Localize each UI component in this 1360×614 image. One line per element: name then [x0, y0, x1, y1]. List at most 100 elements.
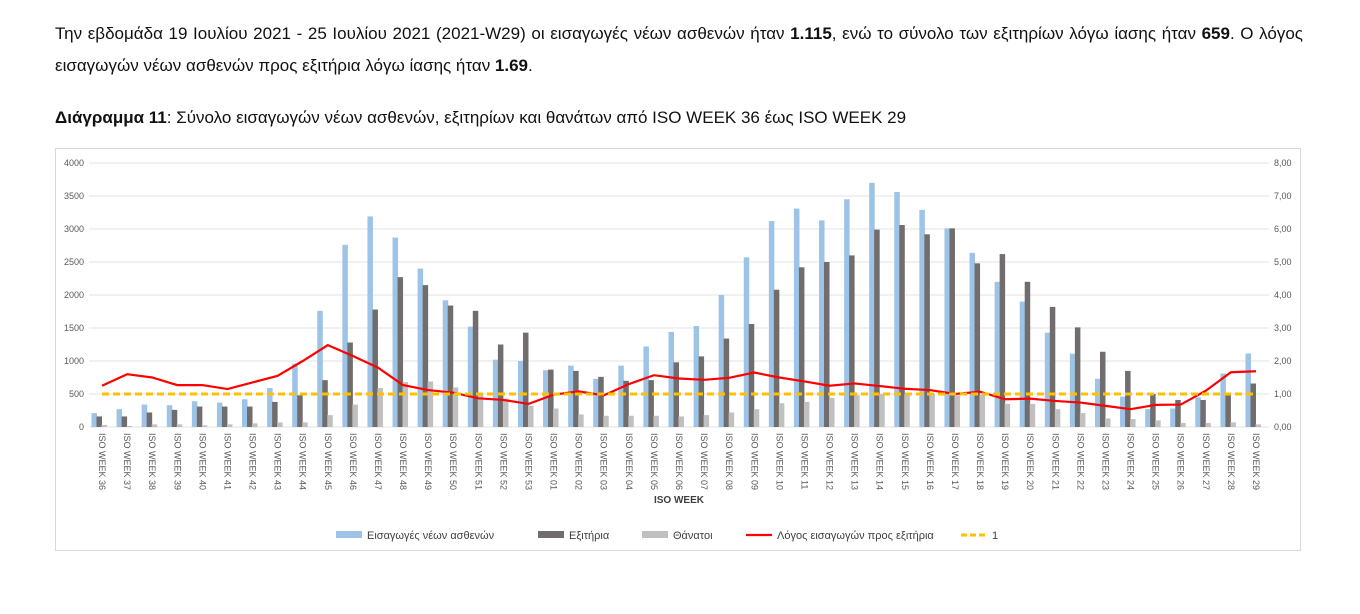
y-tick-label: 4000: [64, 158, 84, 168]
x-tick-label: ISO WEEK 23: [1100, 433, 1110, 490]
bar-admissions: [844, 199, 850, 427]
bar-admissions: [1044, 332, 1051, 427]
bar-deaths: [1079, 413, 1086, 427]
ratio-value: 1.69: [494, 56, 529, 75]
bar-deaths: [803, 401, 810, 427]
bar-discharges: [247, 406, 253, 427]
bar-admissions: [91, 413, 97, 427]
bar-discharges: [974, 263, 981, 427]
bar-deaths: [252, 423, 258, 427]
y-tick-label: 2000: [64, 290, 84, 300]
y2-tick-label: 8,00: [1274, 158, 1292, 168]
bar-deaths: [979, 394, 986, 427]
bar-discharges: [96, 416, 102, 427]
bar-discharges: [1200, 399, 1206, 427]
bar-admissions: [1069, 353, 1076, 427]
x-tick-label: ISO WEEK 40: [197, 433, 207, 490]
x-tick-label: ISO WEEK 46: [348, 433, 358, 490]
x-tick-label: ISO WEEK 43: [273, 433, 283, 490]
x-tick-label: ISO WEEK 13: [850, 433, 860, 490]
bar-deaths: [126, 426, 133, 427]
x-tick-label: ISO WEEK 17: [950, 433, 960, 490]
y2-tick-label: 1,00: [1274, 389, 1292, 399]
bar-discharges: [949, 228, 955, 427]
bar-admissions: [718, 295, 725, 427]
bar-discharges: [372, 309, 378, 427]
bar-admissions: [869, 182, 875, 427]
bar-deaths: [1104, 418, 1111, 427]
bar-discharges: [773, 289, 780, 427]
x-tick-label: ISO WEEK 26: [1176, 433, 1186, 490]
x-tick-label: ISO WEEK 44: [298, 433, 308, 490]
bar-discharges: [422, 285, 429, 427]
caption-label: Διάγραμμα 11: [55, 108, 167, 127]
bar-deaths: [653, 415, 659, 427]
discharges-value: 659: [1201, 24, 1230, 43]
x-tick-label: ISO WEEK 20: [1025, 433, 1035, 490]
bar-deaths: [427, 381, 434, 427]
bar-deaths: [176, 424, 183, 427]
chart: 0 500 1000 1500 2000 2500 3000 3500 4000 0,00 1,00…: [55, 148, 1301, 551]
bar-admissions: [568, 365, 574, 427]
x-tick-label: ISO WEEK 10: [774, 433, 784, 490]
bar-discharges: [548, 369, 554, 427]
bar-admissions: [793, 208, 800, 427]
bar-deaths: [1255, 424, 1261, 427]
bar-deaths: [703, 415, 710, 427]
x-tick-label: ISO WEEK 52: [498, 433, 508, 490]
x-tick-label: ISO WEEK 21: [1050, 433, 1060, 490]
bar-deaths: [1004, 403, 1011, 427]
x-tick-label: ISO WEEK 45: [323, 433, 333, 490]
x-tick-label: ISO WEEK 18: [975, 433, 985, 490]
x-tick-label: ISO WEEK 25: [1151, 433, 1161, 490]
bar-admissions: [492, 359, 499, 427]
bar-deaths: [954, 395, 960, 427]
x-tick-label: ISO WEEK 03: [599, 433, 609, 490]
x-tick-label: ISO WEEK 08: [724, 433, 734, 490]
x-tick-label: ISO WEEK 19: [1000, 433, 1010, 490]
bar-discharges: [598, 376, 604, 427]
x-tick-label: ISO WEEK 22: [1075, 433, 1085, 490]
bar-admissions: [467, 326, 474, 427]
summary-text: , ενώ το σύνολο των εξιτηρίων λόγω ίασης…: [831, 24, 1202, 43]
y2-tick-label: 3,00: [1274, 323, 1292, 333]
summary-text: .: [528, 56, 533, 75]
y-tick-label: 1500: [64, 323, 84, 333]
caption-text: : Σύνολο εισαγωγών νέων ασθενών, εξιτηρί…: [166, 108, 907, 127]
bar-admissions: [593, 378, 599, 427]
y2-tick-label: 7,00: [1274, 191, 1292, 201]
bar-deaths: [578, 414, 584, 427]
bar-discharges: [573, 370, 579, 427]
x-tick-label: ISO WEEK 28: [1226, 433, 1236, 490]
bar-deaths: [778, 403, 785, 427]
bar-admissions: [819, 220, 825, 427]
x-tick-label: ISO WEEK 12: [825, 433, 835, 490]
x-tick-label: ISO WEEK 11: [799, 433, 809, 489]
bar-deaths: [452, 387, 459, 427]
x-axis-title: ISO WEEK: [654, 495, 705, 506]
bar-deaths: [477, 392, 484, 427]
x-tick-label: ISO WEEK 27: [1201, 433, 1211, 490]
bar-discharges: [297, 395, 303, 427]
bar-discharges: [347, 342, 353, 427]
bar-admissions: [367, 216, 373, 427]
bar-admissions: [1145, 409, 1151, 427]
x-tick-label: ISO WEEK 15: [900, 433, 910, 490]
legend-label: Θάνατοι: [673, 530, 713, 542]
bar-discharges: [824, 262, 830, 427]
bar-admissions: [267, 388, 273, 427]
bar-deaths: [502, 398, 509, 427]
bar-discharges: [849, 255, 855, 427]
bar-discharges: [472, 310, 479, 427]
bar-discharges: [121, 416, 128, 427]
bar-deaths: [201, 425, 208, 427]
x-tick-label: ISO WEEK 02: [574, 433, 584, 490]
chart-svg: 0 500 1000 1500 2000 2500 3000 3500 4000 0,00 1,00…: [64, 158, 1292, 542]
bar-deaths: [929, 394, 935, 427]
x-tick-label: ISO WEEK 14: [875, 433, 885, 490]
bar-discharges: [1024, 281, 1031, 427]
y-tick-label: 3500: [64, 191, 84, 201]
y-tick-label: 3000: [64, 224, 84, 234]
bar-deaths: [277, 422, 283, 427]
bar-discharges: [171, 409, 178, 427]
